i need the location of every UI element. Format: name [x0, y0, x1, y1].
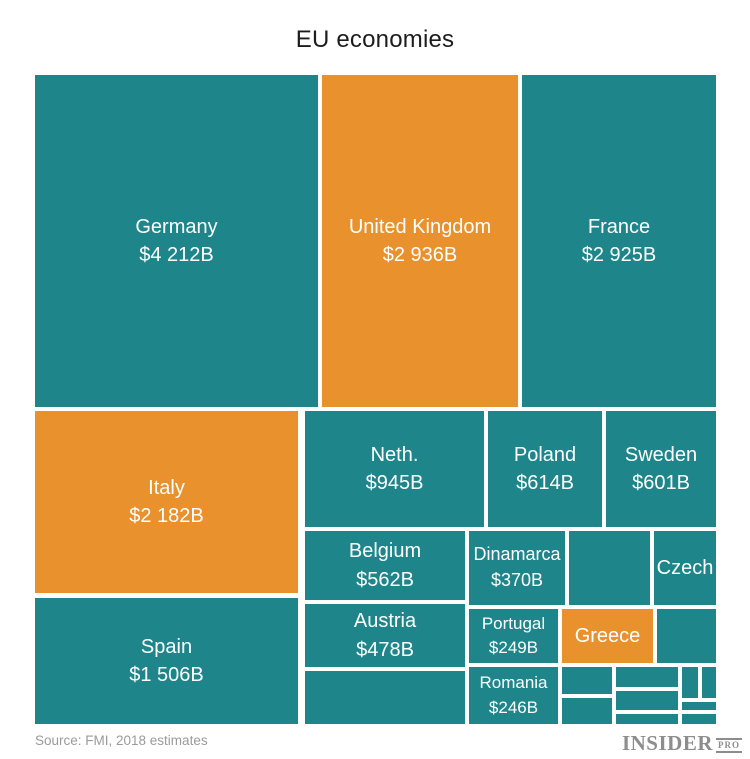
cell-label: France: [587, 215, 651, 238]
cell-label: Germany: [135, 215, 218, 238]
treemap-cell-unlabeled-1[interactable]: [569, 531, 650, 605]
treemap-cell-small-1[interactable]: [562, 667, 612, 694]
treemap-cell-small-5[interactable]: [616, 714, 678, 724]
treemap-cell-spain[interactable]: Spain $1 506B: [35, 598, 298, 724]
treemap-cell-denmark[interactable]: Dinamarca $370B: [469, 531, 565, 605]
treemap-cell-poland[interactable]: Poland $614B: [488, 411, 602, 527]
cell-value: $601B: [632, 472, 690, 494]
treemap-cell-italy[interactable]: Italy $2 182B: [35, 411, 298, 593]
logo-wordmark: INSIDER: [621, 731, 713, 755]
treemap-cell-small-2[interactable]: [562, 698, 612, 724]
cell-label: Neth.: [370, 443, 419, 466]
logo-pro-badge: PRO: [716, 738, 742, 753]
cell-value: $246B: [488, 697, 539, 717]
cell-label: Austria: [353, 610, 417, 633]
treemap-cell-small-8[interactable]: [682, 702, 716, 710]
cell-label: Italy: [148, 476, 185, 499]
treemap-cell-czech[interactable]: Czech: [654, 531, 716, 605]
cell-label: Sweden: [624, 443, 698, 466]
treemap-cell-germany[interactable]: Germany $4 212B: [35, 75, 318, 407]
cell-value: $478B: [356, 638, 414, 661]
treemap-cell-small-9[interactable]: [682, 714, 716, 724]
cell-label: Belgium: [348, 540, 422, 563]
cell-value: $2 182B: [129, 505, 204, 527]
treemap-cell-sweden[interactable]: Sweden $601B: [606, 411, 716, 527]
cell-label: Greece: [574, 624, 641, 647]
treemap-cell-belgium[interactable]: Belgium $562B: [305, 531, 465, 600]
cell-value: $1 506B: [129, 664, 204, 686]
cell-label: Portugal: [481, 613, 546, 633]
treemap-cell-small-7[interactable]: [702, 667, 716, 698]
cell-label: Romania: [479, 673, 548, 693]
cell-value: $562B: [356, 568, 414, 591]
treemap-cell-unlabeled-2[interactable]: [657, 609, 716, 663]
treemap-cell-romania[interactable]: Romania $246B: [469, 667, 558, 724]
treemap-cell-small-6[interactable]: [682, 667, 698, 698]
cell-value: $4 212B: [139, 244, 214, 266]
cell-label: Poland: [513, 443, 577, 466]
insider-pro-logo: INSIDER PRO: [622, 731, 742, 756]
cell-label: United Kingdom: [348, 215, 492, 238]
treemap-cell-netherlands[interactable]: Neth. $945B: [305, 411, 484, 527]
cell-value: $370B: [490, 570, 544, 590]
treemap-cell-small-3[interactable]: [616, 667, 678, 687]
cell-label: Dinamarca: [473, 544, 561, 565]
treemap-cell-unlabeled-3[interactable]: [305, 671, 465, 724]
treemap-cell-united-kingdom[interactable]: United Kingdom $2 936B: [322, 75, 518, 407]
page-title: EU economies: [295, 26, 455, 53]
treemap-cell-greece[interactable]: Greece: [562, 609, 653, 663]
treemap-cell-small-4[interactable]: [616, 691, 678, 710]
cell-value: $2 936B: [382, 244, 458, 266]
cell-value: $249B: [488, 638, 539, 657]
cell-value: $614B: [516, 472, 574, 494]
treemap-cell-austria[interactable]: Austria $478B: [305, 604, 465, 667]
cell-label: Czech: [656, 556, 714, 579]
treemap: Germany $4 212B United Kingdom $2 936B Franc…: [35, 75, 716, 724]
cell-label: Spain: [140, 635, 193, 658]
source-note: Source: FMI, 2018 estimates: [35, 733, 208, 748]
treemap-cell-france[interactable]: France $2 925B: [522, 75, 716, 407]
cell-value: $2 925B: [581, 244, 657, 266]
cell-value: $945B: [365, 472, 424, 494]
treemap-cell-portugal[interactable]: Portugal $249B: [469, 609, 558, 663]
